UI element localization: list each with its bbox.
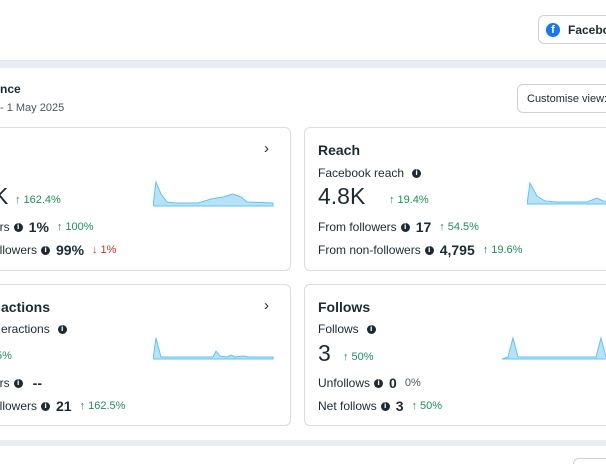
reach-sparkline	[527, 181, 606, 205]
arrow-up-icon: ↑	[56, 221, 63, 233]
arrow-up-icon: ↑	[482, 244, 489, 256]
follows-big-value: 3	[318, 340, 331, 366]
views-big-value: K	[0, 183, 8, 210]
arrow-up-icon: ↑	[389, 194, 395, 206]
info-icon[interactable]: i	[41, 245, 51, 255]
interactions-sparkline	[153, 337, 274, 360]
facebook-platform-label: Facebook	[568, 22, 606, 37]
info-icon[interactable]: i	[380, 401, 390, 411]
top-bar: f Facebook	[0, 0, 606, 60]
panel-title: nce	[0, 82, 21, 96]
info-icon[interactable]: i	[41, 401, 51, 411]
reach-card[interactable]: Reach Facebook reach i 4.8K ↑ 19.4% From …	[304, 127, 606, 271]
reach-card-title: Reach	[318, 142, 361, 158]
overview-panel: nce - 1 May 2025 Customise view: › K ↑ 1…	[0, 68, 606, 440]
chevron-right-icon[interactable]: ›	[264, 140, 269, 157]
info-icon[interactable]: i	[400, 222, 410, 232]
info-icon[interactable]: i	[366, 324, 376, 334]
info-icon[interactable]: i	[57, 324, 67, 334]
facebook-reach-label: Facebook reach i	[318, 166, 422, 180]
arrow-up-icon: ↑	[343, 351, 349, 363]
info-icon[interactable]: i	[13, 378, 23, 388]
interactions-big-change: .5%	[0, 350, 12, 362]
follows-sparkline	[502, 336, 606, 360]
date-range: - 1 May 2025	[0, 102, 65, 114]
info-icon[interactable]: i	[424, 245, 434, 255]
arrow-up-icon: ↑	[15, 194, 21, 206]
views-sparkline	[153, 180, 274, 207]
reach-big-change: ↑ 19.4%	[389, 194, 429, 206]
arrow-up-icon: ↑	[79, 400, 86, 412]
info-icon[interactable]: i	[412, 168, 422, 178]
arrow-up-icon: ↑	[439, 221, 445, 233]
reach-row-non-followers: From non-followers i 4,795 ↑ 19.6%	[318, 242, 523, 258]
info-icon[interactable]: i	[13, 222, 23, 232]
interactions-metric-label: eractions i	[1, 322, 67, 336]
follows-row-unfollows: Unfollows i 0 0%	[318, 375, 421, 391]
reach-row-followers: From followers i 17 ↑ 54.5%	[318, 219, 479, 235]
follows-card[interactable]: Follows Follows i 3 ↑ 50% Unfollows i 0 0%…	[304, 284, 606, 426]
views-big-change: ↑ 162.4%	[15, 194, 61, 206]
customise-view-button[interactable]: Customise view:	[517, 84, 606, 113]
section-divider	[0, 440, 606, 446]
follows-metric-label: Follows i	[318, 322, 376, 336]
follows-row-net: Net follows i 3 ↑ 50%	[318, 398, 443, 414]
info-icon[interactable]: i	[374, 378, 384, 388]
arrow-up-icon: ↑	[411, 400, 417, 412]
facebook-platform-button[interactable]: f Facebook	[538, 15, 606, 44]
follows-card-title: Follows	[318, 299, 371, 315]
chevron-right-icon[interactable]: ›	[264, 297, 269, 314]
follows-big-change: ↑ 50%	[343, 351, 374, 363]
section-divider	[0, 60, 606, 68]
arrow-down-icon: ↓	[92, 244, 98, 256]
interactions-card-title: actions	[1, 299, 51, 315]
reach-big-value: 4.8K	[318, 183, 366, 209]
facebook-icon: f	[546, 22, 560, 37]
next-section-button[interactable]	[573, 458, 606, 464]
